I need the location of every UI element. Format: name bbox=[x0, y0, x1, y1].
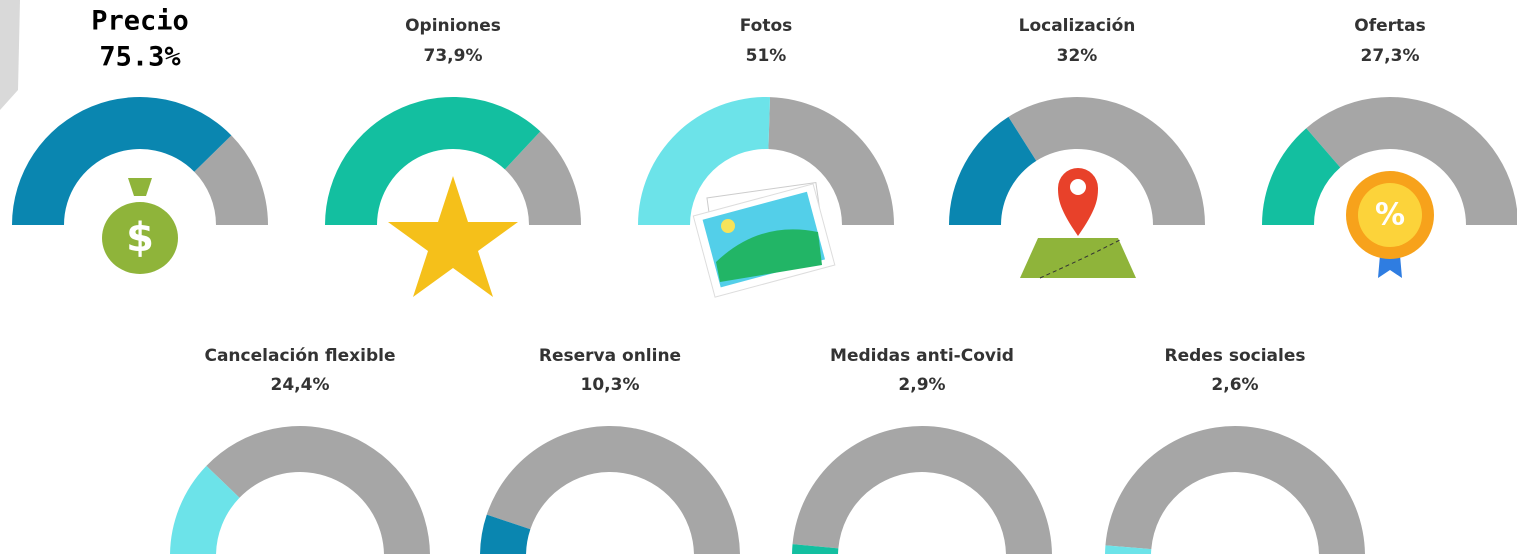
photo-icon bbox=[692, 182, 836, 298]
gauge-title: Opiniones bbox=[405, 16, 501, 36]
svg-text:$: $ bbox=[126, 215, 154, 261]
gauge-fill bbox=[170, 465, 240, 554]
gauge-fill bbox=[792, 544, 839, 554]
gauge-title: Reserva online bbox=[539, 346, 681, 366]
gauges: Precio 75.3% Opiniones 73,9% Fotos 51% Localiz… bbox=[12, 6, 1517, 554]
gauge-title: Ofertas bbox=[1354, 16, 1425, 36]
offer-badge-icon: % bbox=[1346, 171, 1434, 278]
gauge-value: 2,6% bbox=[1211, 375, 1258, 395]
gauge-title: Fotos bbox=[740, 16, 793, 36]
gauge-track bbox=[768, 97, 894, 225]
map-pin-icon bbox=[1020, 168, 1136, 279]
gauge-fill bbox=[949, 116, 1037, 225]
decor-shape bbox=[0, 0, 20, 110]
gauge-track bbox=[1306, 96, 1517, 225]
star-icon bbox=[388, 176, 518, 297]
icons: $ % bbox=[102, 168, 1434, 298]
gauge-track bbox=[792, 426, 1052, 554]
gauge-track bbox=[1008, 97, 1205, 225]
gauge-fill bbox=[12, 96, 232, 225]
gauge-title: Localización bbox=[1019, 16, 1136, 36]
gauge-fill bbox=[480, 514, 531, 554]
gauge-track bbox=[1105, 426, 1365, 554]
gauge-value: 75.3% bbox=[99, 42, 181, 73]
gauge-title: Cancelación flexible bbox=[204, 346, 395, 366]
gauge-track bbox=[486, 426, 740, 554]
gauge-fill bbox=[1105, 545, 1152, 554]
gauge-value: 32% bbox=[1057, 46, 1098, 66]
gauge-track bbox=[194, 135, 268, 225]
gauge-value: 27,3% bbox=[1361, 46, 1420, 66]
gauge-fill bbox=[638, 97, 771, 225]
gauge-title: Redes sociales bbox=[1164, 346, 1305, 366]
gauge-track bbox=[206, 426, 430, 554]
gauge-title: Medidas anti-Covid bbox=[830, 346, 1014, 366]
gauge-fill bbox=[325, 96, 541, 225]
money-bag-icon: $ bbox=[102, 178, 178, 274]
gauge-fill bbox=[1262, 128, 1341, 225]
gauge-value: 73,9% bbox=[424, 46, 483, 66]
gauge-track bbox=[504, 131, 581, 225]
gauge-value: 2,9% bbox=[898, 375, 945, 395]
gauge-value: 51% bbox=[746, 46, 787, 66]
svg-text:%: % bbox=[1375, 198, 1405, 233]
gauge-title: Precio bbox=[91, 6, 189, 37]
gauge-value: 24,4% bbox=[271, 375, 330, 395]
gauge-value: 10,3% bbox=[581, 375, 640, 395]
